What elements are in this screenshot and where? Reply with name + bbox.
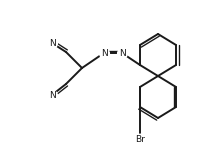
Text: N: N: [49, 91, 55, 100]
Text: N: N: [101, 48, 107, 57]
Text: N: N: [49, 39, 55, 48]
Text: N: N: [119, 48, 125, 57]
Text: Br: Br: [135, 136, 145, 144]
